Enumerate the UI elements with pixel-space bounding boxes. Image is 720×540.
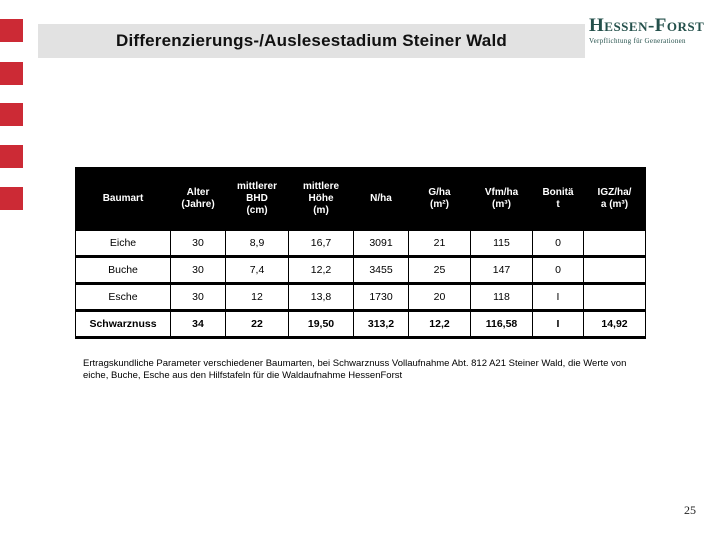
table-header-row: Baumart Alter (Jahre) mittlerer BHD (cm)… [75, 167, 646, 231]
table-cell: 115 [470, 228, 533, 258]
col-header-vfmha: Vfm/ha (m³) [470, 167, 533, 231]
red-square-decoration [0, 145, 23, 168]
table-cell: 20 [408, 282, 471, 312]
table-cell: 0 [532, 228, 584, 258]
red-square-decoration [0, 187, 23, 210]
red-square-decoration [0, 62, 23, 85]
table-cell: 1730 [353, 282, 409, 312]
table-cell [583, 255, 646, 285]
table-row-eiche: Eiche 30 8,9 16,7 3091 21 115 0 [75, 228, 646, 258]
table-cell: Schwarznuss [75, 309, 171, 339]
table-cell: 30 [170, 255, 226, 285]
table-cell: 19,50 [288, 309, 354, 339]
table-cell: 30 [170, 282, 226, 312]
table-row-buche: Buche 30 7,4 12,2 3455 25 147 0 [75, 255, 646, 285]
table-cell: 8,9 [225, 228, 289, 258]
table-cell: 0 [532, 255, 584, 285]
logo-wordmark: Hessen-Forst [589, 15, 705, 36]
table-cell: 118 [470, 282, 533, 312]
table-cell: 21 [408, 228, 471, 258]
table-cell: 3091 [353, 228, 409, 258]
col-header-hoehe: mittlere Höhe (m) [288, 167, 354, 231]
table-cell: 147 [470, 255, 533, 285]
table-cell: Esche [75, 282, 171, 312]
hessen-forst-logo: Hessen-Forst Verpflichtung für Generatio… [589, 16, 714, 45]
col-header-baumart: Baumart [75, 167, 171, 231]
table-row-schwarznuss: Schwarznuss 34 22 19,50 313,2 12,2 116,5… [75, 309, 646, 339]
table-cell: Eiche [75, 228, 171, 258]
table-cell: 16,7 [288, 228, 354, 258]
col-header-alter: Alter (Jahre) [170, 167, 226, 231]
table-cell: 313,2 [353, 309, 409, 339]
table-cell: I [532, 309, 584, 339]
col-header-igz: IGZ/ha/ a (m³) [583, 167, 646, 231]
table-cell: 12 [225, 282, 289, 312]
table-caption: Ertragskundliche Parameter verschiedener… [83, 358, 627, 381]
table-cell: 116,58 [470, 309, 533, 339]
col-header-gha: G/ha (m²) [408, 167, 471, 231]
col-header-bhd: mittlerer BHD (cm) [225, 167, 289, 231]
table-cell: 3455 [353, 255, 409, 285]
col-header-bonitaet: Bonitä t [532, 167, 584, 231]
table-row-esche: Esche 30 12 13,8 1730 20 118 I [75, 282, 646, 312]
table-cell: 25 [408, 255, 471, 285]
table-cell: I [532, 282, 584, 312]
table-cell: 13,8 [288, 282, 354, 312]
table-cell: 14,92 [583, 309, 646, 339]
page-title: Differenzierungs-/Auslesestadium Steiner… [116, 31, 507, 50]
title-bar: Differenzierungs-/Auslesestadium Steiner… [38, 24, 585, 58]
table-cell: Buche [75, 255, 171, 285]
table-cell: 12,2 [288, 255, 354, 285]
stand-parameters-table: Baumart Alter (Jahre) mittlerer BHD (cm)… [75, 167, 646, 339]
table-cell [583, 282, 646, 312]
table-cell: 22 [225, 309, 289, 339]
page-number: 25 [684, 503, 696, 517]
logo-tagline: Verpflichtung für Generationen [589, 37, 686, 45]
table-cell: 30 [170, 228, 226, 258]
red-square-decoration [0, 19, 23, 42]
col-header-nha: N/ha [353, 167, 409, 231]
table-cell [583, 228, 646, 258]
red-square-decoration [0, 103, 23, 126]
table-cell: 7,4 [225, 255, 289, 285]
table-cell: 12,2 [408, 309, 471, 339]
table-cell: 34 [170, 309, 226, 339]
